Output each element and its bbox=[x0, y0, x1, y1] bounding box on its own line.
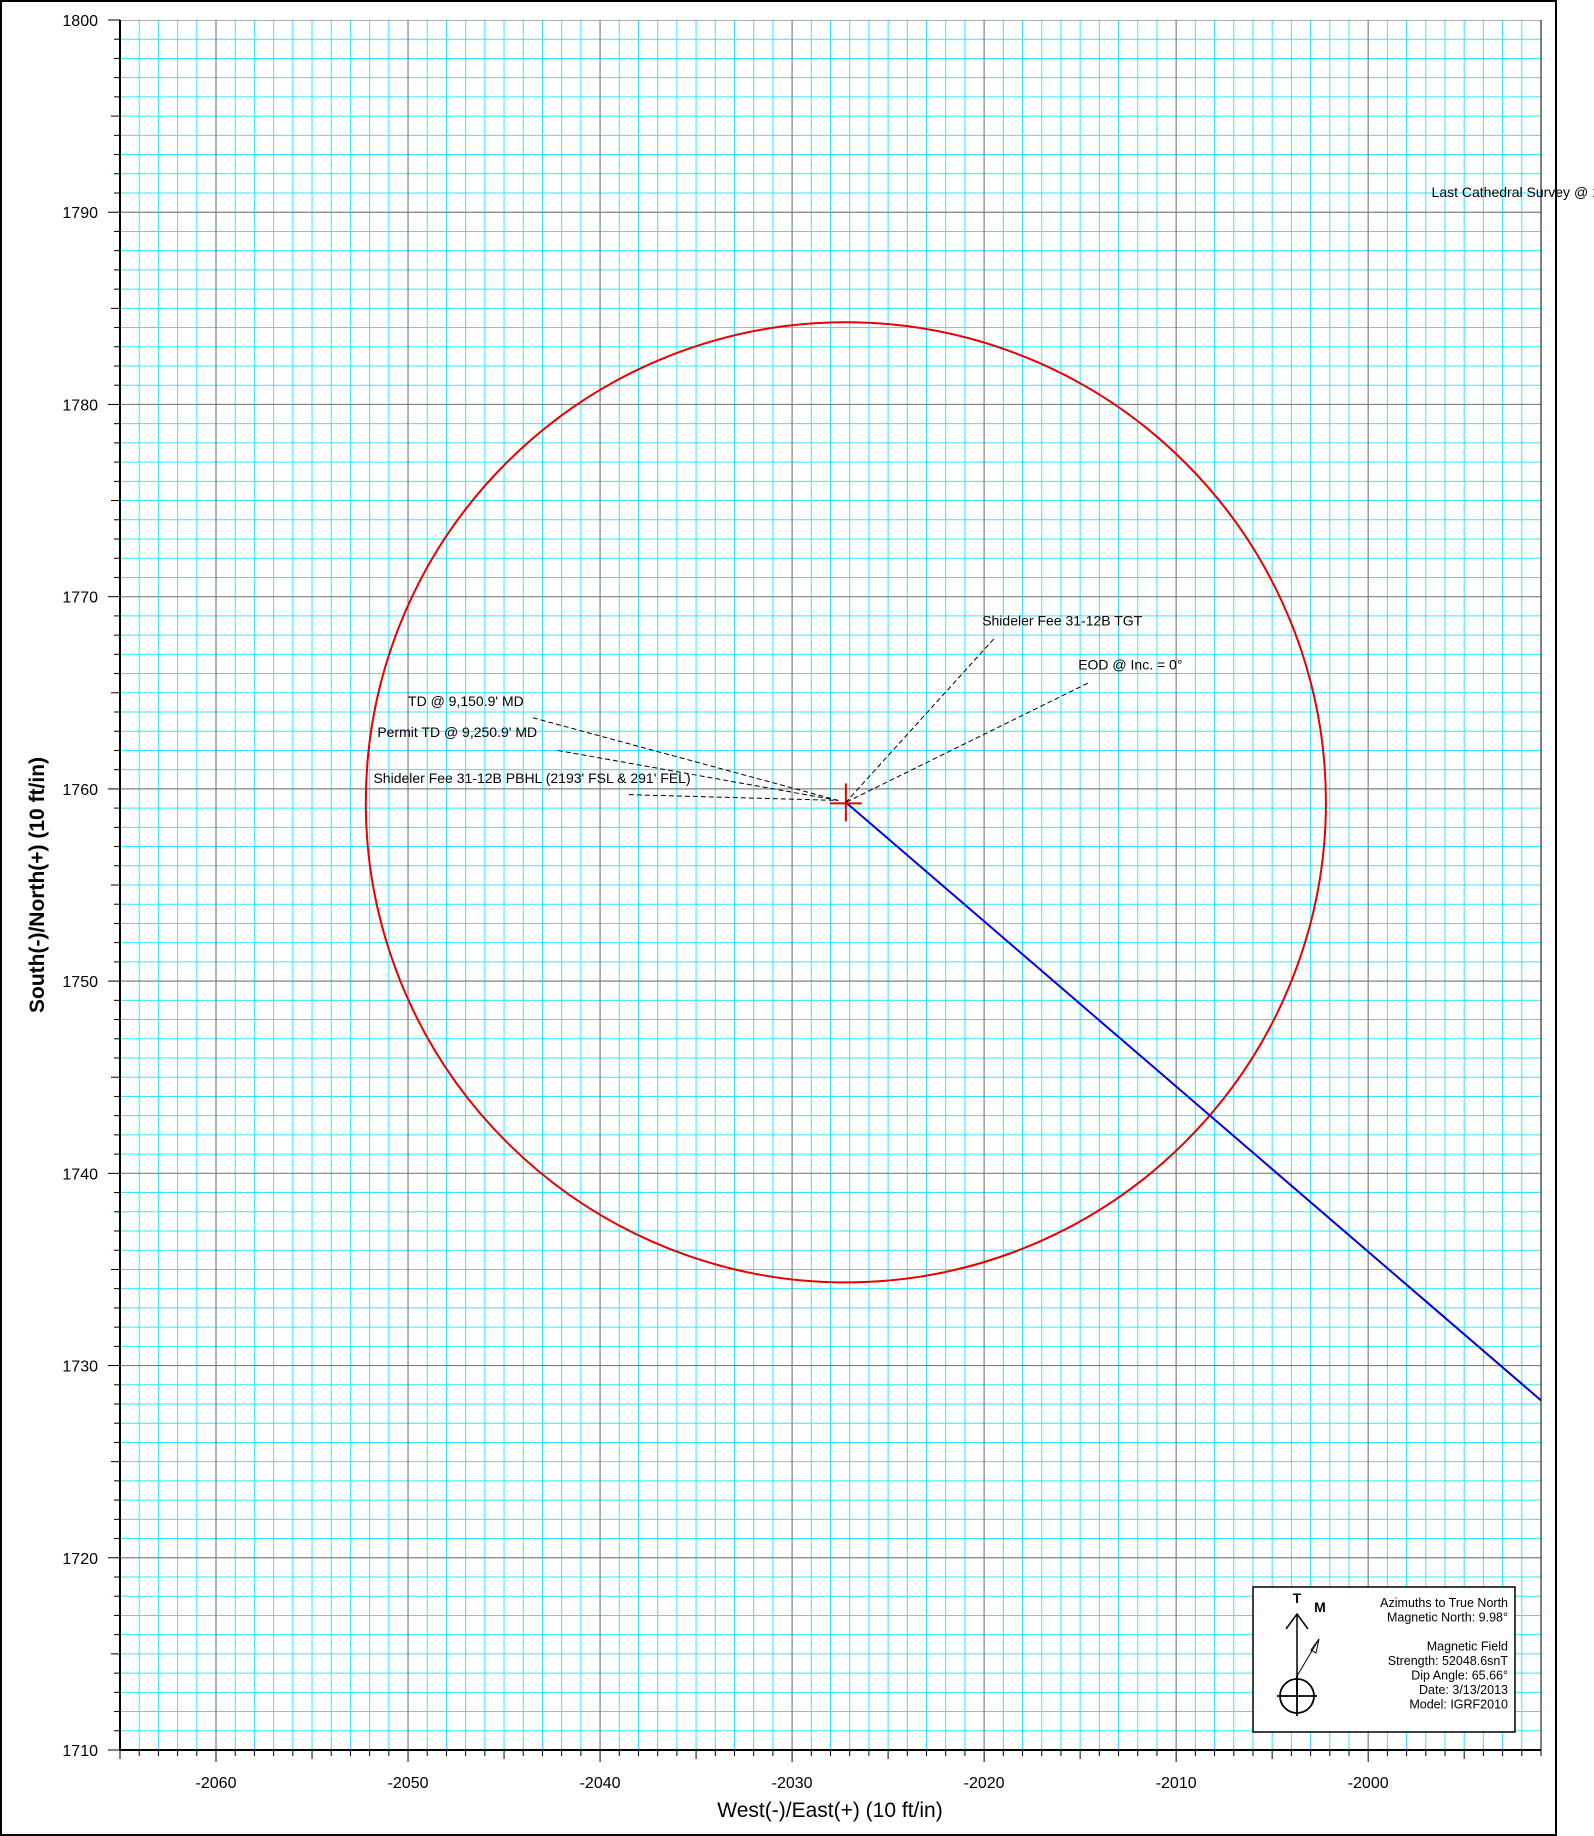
legend-line: Strength: 52048.6snT bbox=[1388, 1654, 1509, 1668]
y-tick-label: 1730 bbox=[62, 1359, 98, 1376]
major-grid bbox=[120, 20, 1541, 1750]
x-axis-title: West(-)/East(+) (10 ft/in) bbox=[717, 1799, 942, 1822]
x-tick-label: -2020 bbox=[964, 1775, 1005, 1792]
tick-labels: -2060 -2050 -2040 -2030 -2020 -2010 -2000 1710 1… bbox=[62, 13, 1388, 1792]
axes bbox=[108, 19, 1542, 1762]
x-tick-label: -2030 bbox=[772, 1775, 813, 1792]
annotation-leaders bbox=[532, 638, 1089, 803]
y-tick-label: 1710 bbox=[62, 1743, 98, 1760]
x-tick-label: -2010 bbox=[1156, 1775, 1197, 1792]
y-tick-label: 1720 bbox=[62, 1551, 98, 1568]
annotation-leader bbox=[845, 638, 995, 803]
x-tick-label: -2000 bbox=[1348, 1775, 1389, 1792]
legend-line: Magnetic North: 9.98° bbox=[1387, 1611, 1508, 1625]
well-path bbox=[845, 801, 1541, 1402]
legend-line: Magnetic Field bbox=[1427, 1640, 1508, 1654]
annotation-label: Shideler Fee 31-12B PBHL (2193' FSL & 29… bbox=[373, 770, 690, 786]
annotations: Shideler Fee 31-12B TGT EOD @ Inc. = 0° TD… bbox=[373, 184, 1594, 786]
annotation-leader bbox=[845, 682, 1089, 803]
y-tick-label: 1800 bbox=[62, 13, 98, 30]
annotation-label: Last Cathedral Survey @ 1, bbox=[1432, 184, 1594, 200]
magnetic-north-label: M bbox=[1314, 1599, 1326, 1615]
y-tick-label: 1760 bbox=[62, 782, 98, 799]
annotation-leader bbox=[628, 794, 839, 801]
plot-series bbox=[364, 321, 1541, 1402]
true-north-label: T bbox=[1293, 1590, 1302, 1606]
annotation-label: Shideler Fee 31-12B TGT bbox=[982, 613, 1142, 629]
minor-grid bbox=[120, 20, 1541, 1750]
y-tick-label: 1790 bbox=[62, 205, 98, 222]
legend-line: Model: IGRF2010 bbox=[1409, 1698, 1508, 1712]
y-tick-label: 1780 bbox=[62, 397, 98, 414]
north-arrow-icon bbox=[1277, 1612, 1320, 1716]
target-circle bbox=[364, 321, 1327, 1284]
annotation-leader bbox=[532, 717, 839, 801]
annotation-label: Permit TD @ 9,250.9' MD bbox=[377, 724, 537, 740]
page-border bbox=[0, 0, 1557, 1836]
y-axis-title: South(-)/North(+) (10 ft/in) bbox=[26, 757, 49, 1013]
legend-line: Azimuths to True North bbox=[1380, 1596, 1508, 1610]
y-tick-label: 1750 bbox=[62, 974, 98, 991]
x-tick-label: -2040 bbox=[580, 1775, 621, 1792]
annotation-label: EOD @ Inc. = 0° bbox=[1078, 657, 1182, 673]
y-tick-label: 1740 bbox=[62, 1166, 98, 1183]
legend-line: Date: 3/13/2013 bbox=[1419, 1683, 1508, 1697]
legend-line: Dip Angle: 65.66° bbox=[1411, 1669, 1508, 1683]
x-tick-label: -2060 bbox=[196, 1775, 237, 1792]
y-tick-label: 1770 bbox=[62, 590, 98, 607]
x-tick-label: -2050 bbox=[388, 1775, 429, 1792]
annotation-label: TD @ 9,150.9' MD bbox=[408, 693, 524, 709]
